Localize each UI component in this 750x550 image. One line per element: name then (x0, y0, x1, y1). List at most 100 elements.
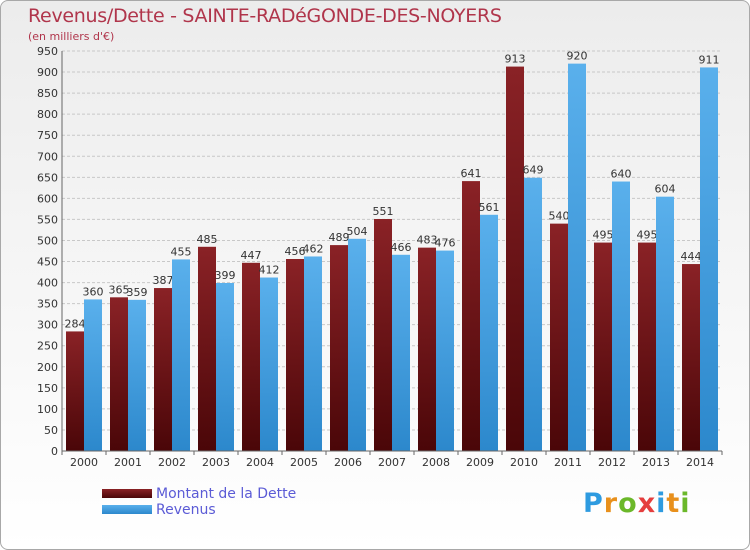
x-tick-label: 2014 (686, 456, 714, 469)
y-tick-label: 500 (37, 234, 58, 247)
data-label: 495 (637, 229, 658, 242)
x-tick-label: 2001 (114, 456, 142, 469)
x-tick-label: 2013 (642, 456, 670, 469)
bar-revenue (392, 254, 410, 451)
legend-label-revenue: Revenus (156, 502, 216, 518)
bar-debt (242, 262, 260, 451)
data-label: 920 (567, 50, 588, 63)
x-tick-label: 2008 (422, 456, 450, 469)
bar-debt (154, 288, 172, 451)
data-label: 561 (479, 201, 500, 214)
data-label: 455 (171, 245, 192, 258)
logo-letter: t (666, 488, 681, 519)
y-tick-label: 850 (37, 87, 58, 100)
bar-revenue (348, 238, 366, 451)
y-tick-label: 100 (37, 403, 58, 416)
data-label: 913 (505, 53, 526, 66)
data-label: 483 (417, 234, 438, 247)
bar-revenue (128, 299, 146, 451)
data-label: 476 (435, 237, 456, 250)
bar-debt (550, 223, 568, 451)
legend-item-debt: Montant de la Dette (102, 486, 352, 503)
bar-revenue (172, 259, 190, 451)
bar-debt (638, 242, 656, 451)
logo-letter: r (603, 488, 619, 519)
x-tick-label: 2002 (158, 456, 186, 469)
x-tick-label: 2003 (202, 456, 230, 469)
data-label: 504 (347, 225, 368, 238)
data-label: 649 (523, 164, 544, 177)
y-tick-label: 800 (37, 108, 58, 121)
bar-debt (198, 246, 216, 451)
bar-revenue (260, 277, 278, 451)
data-label: 447 (241, 249, 262, 262)
data-label: 387 (153, 274, 174, 287)
bar-debt (462, 181, 480, 451)
data-label: 359 (127, 286, 148, 299)
bar-revenue (700, 67, 718, 451)
legend-swatch-debt (102, 489, 152, 498)
x-tick-label: 2010 (510, 456, 538, 469)
bar-debt (506, 66, 524, 451)
legend-swatch-revenue (102, 505, 152, 514)
x-tick-label: 2006 (334, 456, 362, 469)
y-tick-label: 900 (37, 66, 58, 79)
axes: 0 50 100 150 200 250 300 350 400 450 500 550 600 650 7… (37, 45, 723, 469)
logo-letter: i (656, 488, 667, 519)
data-label: 604 (655, 183, 676, 196)
y-tick-label: 50 (44, 424, 58, 437)
y-tick-label: 950 (37, 45, 58, 58)
bar-revenue (216, 283, 234, 451)
data-label: 911 (699, 53, 720, 66)
x-tick-label: 2000 (70, 456, 98, 469)
x-tick-label: 2011 (554, 456, 582, 469)
y-tick-label: 250 (37, 340, 58, 353)
bar-debt (110, 297, 128, 451)
data-label: 444 (681, 250, 702, 263)
x-tick-label: 2005 (290, 456, 318, 469)
bar-revenue (84, 299, 102, 451)
data-label: 456 (285, 245, 306, 258)
bar-debt (594, 242, 612, 451)
data-label: 412 (259, 264, 280, 277)
data-label: 462 (303, 242, 324, 255)
legend-label-debt: Montant de la Dette (156, 486, 297, 502)
logo-letter: x (637, 488, 657, 519)
bar-debt (66, 331, 84, 451)
y-tick-label: 600 (37, 192, 58, 205)
chart-title: Revenus/Dette - SAINTE-RADéGONDE-DES-NOY… (28, 5, 502, 27)
bar-revenue (656, 196, 674, 451)
legend: Montant de la Dette Revenus (102, 486, 352, 519)
logo-letter: o (618, 488, 638, 519)
data-label: 641 (461, 167, 482, 180)
y-tick-label: 400 (37, 277, 58, 290)
x-tick-label: 2004 (246, 456, 274, 469)
bar-revenue (436, 250, 454, 451)
y-tick-label: 0 (51, 445, 58, 458)
chart-subtitle: (en milliers d'€) (28, 30, 115, 43)
y-tick-label: 550 (37, 213, 58, 226)
y-tick-label: 750 (37, 129, 58, 142)
y-tick-label: 350 (37, 298, 58, 311)
data-label: 284 (65, 317, 86, 330)
bar-debt (330, 245, 348, 451)
data-label: 485 (197, 233, 218, 246)
x-tick-label: 2007 (378, 456, 406, 469)
logo-letter: i (680, 488, 691, 519)
data-label: 495 (593, 229, 614, 242)
y-tick-label: 300 (37, 319, 58, 332)
proxiti-logo: Proxiti (583, 488, 691, 519)
data-label: 489 (329, 231, 350, 244)
data-label: 540 (549, 210, 570, 223)
y-tick-label: 700 (37, 150, 58, 163)
data-label: 466 (391, 241, 412, 254)
y-tick-label: 650 (37, 171, 58, 184)
bar-debt (682, 264, 700, 451)
bar-revenue (480, 214, 498, 451)
bar-debt (418, 247, 436, 451)
bar-debt (286, 259, 304, 451)
data-label: 365 (109, 283, 130, 296)
